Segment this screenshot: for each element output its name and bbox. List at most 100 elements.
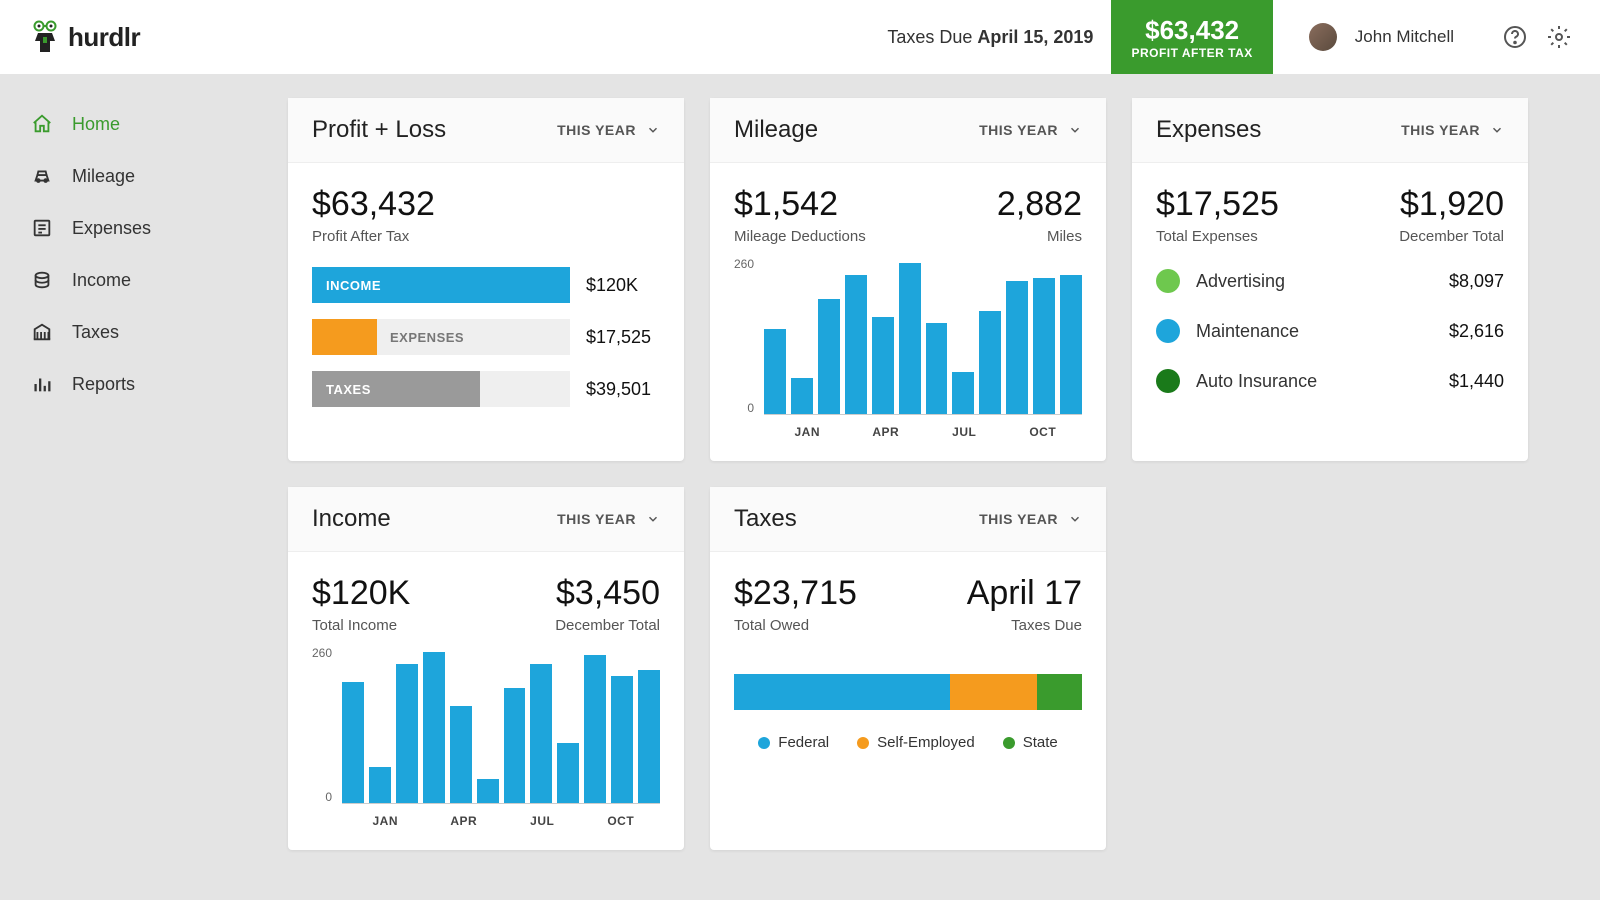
profit-loss-title: Profit + Loss bbox=[312, 116, 446, 144]
legend-dot bbox=[857, 737, 869, 749]
sidebar: HomeMileageExpenses Income Taxes Reports bbox=[0, 74, 260, 900]
expense-value: $8,097 bbox=[1449, 271, 1504, 292]
expenses-period-selector[interactable]: THIS YEAR bbox=[1401, 122, 1504, 138]
sidebar-item-reports[interactable]: Reports bbox=[0, 358, 260, 410]
income-period-selector[interactable]: THIS YEAR bbox=[557, 511, 660, 527]
chart-bar bbox=[872, 317, 894, 414]
bar-chart: 2600 JANAPRJULOCT bbox=[734, 257, 1082, 439]
taxes-icon bbox=[30, 320, 54, 344]
tax-segment bbox=[950, 674, 1037, 710]
x-axis-label: JUL bbox=[512, 814, 572, 828]
chart-bar bbox=[791, 378, 813, 414]
profit-loss-period-selector[interactable]: THIS YEAR bbox=[557, 122, 660, 138]
pl-bar-fill bbox=[312, 319, 377, 355]
taxes-header: Taxes THIS YEAR bbox=[710, 487, 1106, 552]
bar-chart: 2600 JANAPRJULOCT bbox=[312, 646, 660, 828]
total-owed-label: Total Owed bbox=[734, 617, 857, 634]
chart-bars bbox=[342, 646, 660, 804]
x-axis-label: OCT bbox=[591, 814, 651, 828]
pl-bar-label: INCOME bbox=[326, 278, 381, 293]
miles-value: 2,882 bbox=[997, 185, 1082, 224]
taxes-due-date: April 15, 2019 bbox=[977, 27, 1093, 47]
chart-bar bbox=[423, 652, 445, 803]
chart-bar bbox=[450, 706, 472, 803]
total-expenses-value: $17,525 bbox=[1156, 185, 1279, 224]
profit-loss-card: Profit + Loss THIS YEAR $63,432 Profit A… bbox=[288, 98, 684, 461]
pl-row: TAXES $39,501 bbox=[312, 371, 660, 407]
help-icon[interactable] bbox=[1502, 24, 1528, 50]
mileage-period-selector[interactable]: THIS YEAR bbox=[979, 122, 1082, 138]
chart-bar bbox=[477, 779, 499, 803]
chart-bar bbox=[1060, 275, 1082, 414]
income-header: Income THIS YEAR bbox=[288, 487, 684, 552]
income-title: Income bbox=[312, 505, 391, 533]
december-expenses-label: December Total bbox=[1399, 228, 1504, 245]
x-axis-label: APR bbox=[856, 425, 916, 439]
expense-row[interactable]: Maintenance $2,616 bbox=[1156, 319, 1504, 343]
x-axis-label: APR bbox=[434, 814, 494, 828]
chart-bar bbox=[952, 372, 974, 414]
chart-bar bbox=[504, 688, 526, 803]
home-icon bbox=[30, 112, 54, 136]
pl-value: $120K bbox=[586, 275, 660, 296]
taxes-period-selector[interactable]: THIS YEAR bbox=[979, 511, 1082, 527]
profit-loss-value: $63,432 bbox=[312, 185, 660, 224]
x-axis-label: JAN bbox=[777, 425, 837, 439]
mileage-header: Mileage THIS YEAR bbox=[710, 98, 1106, 163]
total-income-label: Total Income bbox=[312, 617, 410, 634]
expense-row[interactable]: Advertising $8,097 bbox=[1156, 269, 1504, 293]
mileage-deductions-value: $1,542 bbox=[734, 185, 866, 224]
pl-bar-label: EXPENSES bbox=[390, 330, 464, 345]
sidebar-item-income[interactable]: Income bbox=[0, 254, 260, 306]
miles-label: Miles bbox=[997, 228, 1082, 245]
x-axis-label: JUL bbox=[934, 425, 994, 439]
expenses-icon bbox=[30, 216, 54, 240]
taxes-due-prefix: Taxes Due bbox=[887, 27, 977, 47]
sidebar-item-expenses[interactable]: Expenses bbox=[0, 202, 260, 254]
sidebar-item-label: Reports bbox=[72, 374, 135, 395]
expense-dot bbox=[1156, 369, 1180, 393]
pl-bar-fill: TAXES bbox=[312, 371, 480, 407]
sidebar-item-taxes[interactable]: Taxes bbox=[0, 306, 260, 358]
income-icon bbox=[30, 268, 54, 292]
chart-bar bbox=[899, 263, 921, 414]
expense-name: Maintenance bbox=[1196, 321, 1433, 342]
taxes-due-label: Taxes Due April 15, 2019 bbox=[887, 27, 1093, 48]
taxes-due-sublabel: Taxes Due bbox=[967, 617, 1082, 634]
december-income-value: $3,450 bbox=[555, 574, 660, 613]
logo[interactable]: hurdlr bbox=[28, 20, 140, 54]
chart-bar bbox=[369, 767, 391, 803]
logo-icon bbox=[28, 20, 62, 54]
expenses-title: Expenses bbox=[1156, 116, 1261, 144]
pl-bar-label: TAXES bbox=[326, 382, 371, 397]
expenses-card: Expenses THIS YEAR $17,525Total Expenses… bbox=[1132, 98, 1528, 461]
main-content: Profit + Loss THIS YEAR $63,432 Profit A… bbox=[260, 74, 1600, 900]
pl-value: $17,525 bbox=[586, 327, 660, 348]
pl-row: INCOME $120K bbox=[312, 267, 660, 303]
gear-icon[interactable] bbox=[1546, 24, 1572, 50]
expense-value: $1,440 bbox=[1449, 371, 1504, 392]
pl-value: $39,501 bbox=[586, 379, 660, 400]
expense-dot bbox=[1156, 319, 1180, 343]
username-label[interactable]: John Mitchell bbox=[1355, 27, 1454, 47]
sidebar-item-label: Income bbox=[72, 270, 131, 291]
expense-row[interactable]: Auto Insurance $1,440 bbox=[1156, 369, 1504, 393]
pl-row: EXPENSES $17,525 bbox=[312, 319, 660, 355]
legend-label: Federal bbox=[778, 734, 829, 751]
taxes-due-value: April 17 bbox=[967, 574, 1082, 613]
mileage-deductions-label: Mileage Deductions bbox=[734, 228, 866, 245]
sidebar-item-mileage[interactable]: Mileage bbox=[0, 150, 260, 202]
chart-bar bbox=[396, 664, 418, 803]
profit-after-tax-badge[interactable]: $63,432 PROFIT AFTER TAX bbox=[1111, 0, 1272, 74]
expense-dot bbox=[1156, 269, 1180, 293]
expenses-header: Expenses THIS YEAR bbox=[1132, 98, 1528, 163]
avatar[interactable] bbox=[1309, 23, 1337, 51]
taxes-card: Taxes THIS YEAR $23,715Total Owed April … bbox=[710, 487, 1106, 850]
profit-label: PROFIT AFTER TAX bbox=[1131, 46, 1252, 60]
reports-icon bbox=[30, 372, 54, 396]
expense-name: Advertising bbox=[1196, 271, 1433, 292]
profit-loss-label: Profit After Tax bbox=[312, 228, 660, 245]
mileage-icon bbox=[30, 164, 54, 188]
sidebar-item-home[interactable]: Home bbox=[0, 98, 260, 150]
expense-value: $2,616 bbox=[1449, 321, 1504, 342]
